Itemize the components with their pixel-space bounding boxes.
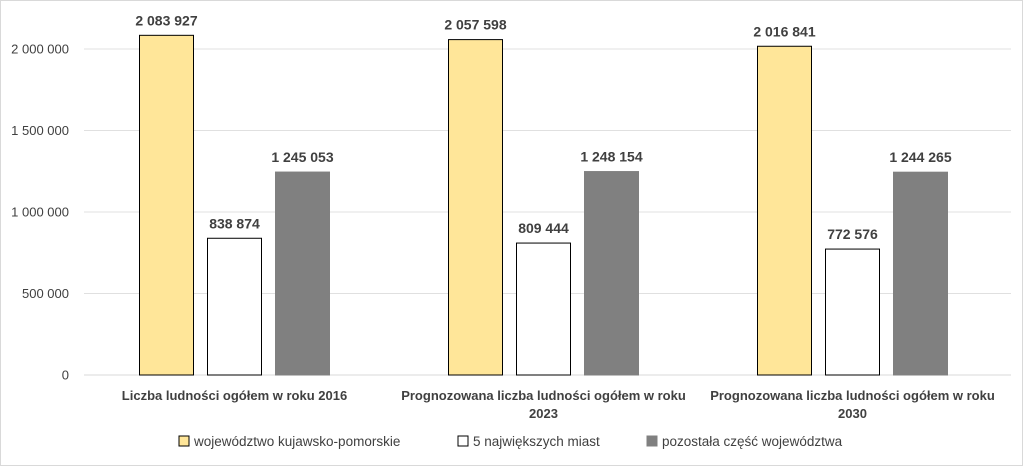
bar-1-1 [516, 242, 571, 376]
y-tick-label-3: 1 500 000 [11, 123, 69, 138]
legend-label-2: pozostała część województwa [662, 434, 843, 449]
data-label-0-1: 838 874 [209, 215, 260, 231]
data-label-2-2: 1 244 265 [889, 149, 951, 165]
bar-2-2 [893, 171, 948, 376]
legend-label-1: 5 największych miast [473, 434, 600, 449]
x-category-label-1-0: Prognozowana liczba ludności ogółem w ro… [401, 388, 686, 403]
bar-0-1 [207, 237, 262, 376]
x-category-label-0-0: Liczba ludności ogółem w roku 2016 [122, 388, 347, 403]
x-category-label-2-0: Prognozowana liczba ludności ogółem w ro… [710, 388, 995, 403]
bar-0-0 [139, 34, 194, 376]
bar-0-2 [275, 171, 330, 376]
y-tick-label-1: 500 000 [22, 286, 69, 301]
bar-2-1 [825, 248, 880, 376]
data-label-1-2: 1 248 154 [580, 149, 642, 165]
legend-swatch-0 [178, 435, 190, 447]
legend-label-0: województwo kujawsko-pomorskie [193, 434, 400, 449]
x-category-label-1-1: 2023 [529, 406, 558, 421]
data-label-0-0: 2 083 927 [135, 12, 197, 28]
bar-1-0 [448, 39, 503, 376]
bar-2-0 [757, 45, 812, 376]
y-tick-label-0: 0 [62, 368, 69, 383]
y-tick-label-2: 1 000 000 [11, 205, 69, 220]
legend-swatch-1 [457, 435, 469, 447]
y-tick-label-4: 2 000 000 [11, 42, 69, 57]
legend-swatch-2 [646, 435, 658, 447]
bar-1-2 [584, 171, 639, 376]
data-label-1-1: 809 444 [518, 220, 569, 236]
data-label-2-0: 2 016 841 [753, 23, 815, 39]
x-category-label-2-1: 2030 [838, 406, 867, 421]
data-label-2-1: 772 576 [827, 226, 878, 242]
data-label-0-2: 1 245 053 [271, 149, 333, 165]
data-label-1-0: 2 057 598 [444, 17, 506, 33]
